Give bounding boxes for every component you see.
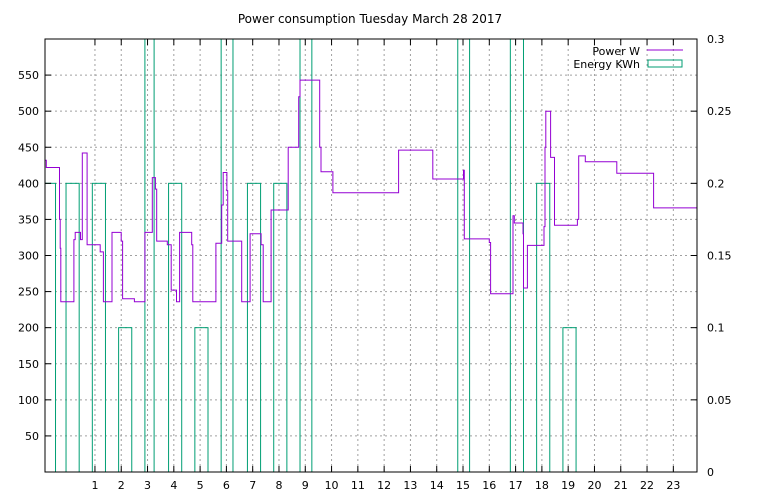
x-tick-label: 21 bbox=[614, 479, 628, 492]
x-tick-label: 16 bbox=[482, 479, 496, 492]
legend-swatch-energy bbox=[647, 59, 683, 68]
y-left-tick-label: 300 bbox=[18, 250, 39, 263]
x-tick-label: 12 bbox=[377, 479, 391, 492]
x-tick-label: 6 bbox=[223, 479, 230, 492]
y-left-tick-label: 50 bbox=[25, 430, 39, 443]
y-right-tick-label: 0.1 bbox=[707, 322, 725, 335]
x-tick-label: 19 bbox=[561, 479, 575, 492]
x-tick-label: 17 bbox=[509, 479, 523, 492]
grid bbox=[45, 39, 697, 472]
x-tick-label: 13 bbox=[403, 479, 417, 492]
legend-label-power: Power W bbox=[592, 45, 640, 58]
x-tick-label: 22 bbox=[640, 479, 654, 492]
chart-title: Power consumption Tuesday March 28 2017 bbox=[238, 12, 502, 26]
y-left-tick-label: 400 bbox=[18, 177, 39, 190]
x-tick-label: 15 bbox=[456, 479, 470, 492]
y-right-tick-label: 0.3 bbox=[707, 33, 725, 46]
y-right-tick-label: 0 bbox=[707, 466, 714, 479]
energy-bar bbox=[91, 182, 106, 473]
legend: Power W Energy KWh bbox=[573, 45, 683, 71]
y-right-tick-label: 0.2 bbox=[707, 177, 725, 190]
energy-bar bbox=[65, 182, 80, 473]
y-right-tick-label: 0.25 bbox=[707, 105, 732, 118]
x-tick-label: 20 bbox=[587, 479, 601, 492]
x-tick-label: 10 bbox=[325, 479, 339, 492]
energy-bar bbox=[246, 182, 262, 473]
x-tick-label: 5 bbox=[197, 479, 204, 492]
x-tick-label: 4 bbox=[170, 479, 177, 492]
x-tick-label: 7 bbox=[249, 479, 256, 492]
y-left-tick-label: 250 bbox=[18, 286, 39, 299]
power-line bbox=[45, 79, 697, 303]
x-tick-label: 14 bbox=[430, 479, 444, 492]
y-right-tick-label: 0.05 bbox=[707, 394, 732, 407]
y-right-tick-label: 0.15 bbox=[707, 250, 732, 263]
x-tick-label: 23 bbox=[666, 479, 680, 492]
axes: 1 2 3 4 5 6 7 8 9 10 11 12 13 14 15 16 17 18 19 20 21 22 23501… bbox=[18, 33, 732, 492]
energy-bar bbox=[457, 38, 471, 473]
legend-label-energy: Energy KWh bbox=[573, 58, 640, 71]
y-left-tick-label: 200 bbox=[18, 322, 39, 335]
y-left-tick-label: 150 bbox=[18, 358, 39, 371]
x-tick-label: 9 bbox=[302, 479, 309, 492]
energy-bar bbox=[562, 327, 577, 473]
y-left-tick-label: 450 bbox=[18, 141, 39, 154]
y-left-tick-label: 500 bbox=[18, 105, 39, 118]
x-tick-label: 18 bbox=[535, 479, 549, 492]
x-tick-label: 1 bbox=[91, 479, 98, 492]
y-left-tick-label: 100 bbox=[18, 394, 39, 407]
y-left-tick-label: 550 bbox=[18, 69, 39, 82]
energy-bar bbox=[536, 182, 551, 473]
power-series bbox=[45, 79, 697, 303]
plot-border bbox=[44, 38, 698, 473]
y-left-tick-label: 350 bbox=[18, 213, 39, 226]
x-tick-label: 2 bbox=[118, 479, 125, 492]
x-tick-label: 11 bbox=[351, 479, 365, 492]
x-tick-label: 8 bbox=[275, 479, 282, 492]
x-tick-label: 3 bbox=[144, 479, 151, 492]
